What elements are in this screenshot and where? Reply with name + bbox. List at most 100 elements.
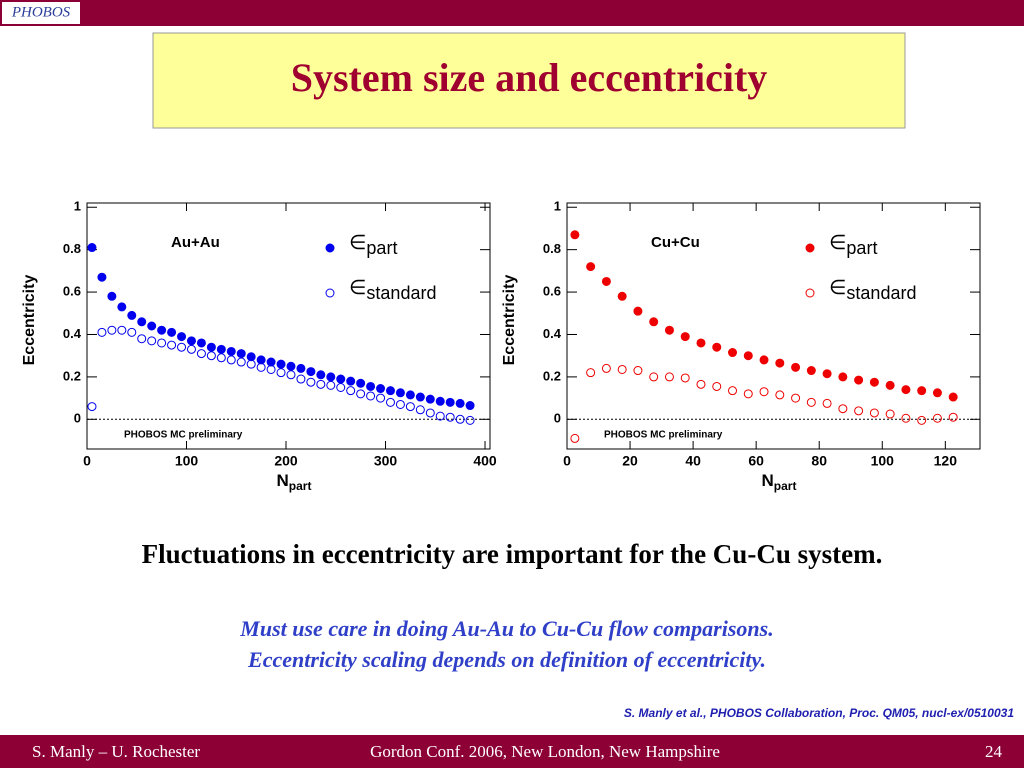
- x-tick-label: 100: [175, 453, 199, 469]
- point: [601, 276, 611, 286]
- point: [570, 433, 580, 443]
- point: [743, 389, 753, 399]
- x-tick-label: 60: [748, 453, 764, 469]
- point: [167, 340, 177, 350]
- point: [838, 404, 848, 414]
- point: [633, 306, 643, 316]
- point: [306, 367, 316, 377]
- footer-band: [0, 735, 1024, 768]
- point: [256, 355, 266, 365]
- point: [306, 377, 316, 387]
- point: [376, 384, 386, 394]
- point: [854, 406, 864, 416]
- x-tick-label: 200: [274, 453, 298, 469]
- point: [445, 412, 455, 422]
- x-tick-label: 400: [473, 453, 497, 469]
- point: [948, 392, 958, 402]
- y-tick-label: 0.8: [543, 241, 561, 256]
- x-tick-label: 0: [83, 453, 91, 469]
- point: [405, 402, 415, 412]
- footer-right: 24: [985, 742, 1003, 761]
- point: [286, 361, 296, 371]
- note: PHOBOS MC preliminary: [604, 430, 723, 441]
- y-axis-label: Eccentricity: [21, 275, 38, 366]
- point: [712, 381, 722, 391]
- point: [226, 346, 236, 356]
- legend-marker: [805, 288, 815, 298]
- statement: Fluctuations in eccentricity are importa…: [142, 539, 883, 569]
- point: [236, 357, 246, 367]
- point: [177, 332, 187, 342]
- point: [196, 338, 206, 348]
- x-tick-label: 100: [871, 453, 895, 469]
- point: [385, 386, 395, 396]
- point: [901, 385, 911, 395]
- point: [196, 349, 206, 359]
- point: [759, 355, 769, 365]
- point: [435, 396, 445, 406]
- point: [425, 408, 435, 418]
- point: [107, 325, 117, 335]
- point: [885, 380, 895, 390]
- point: [775, 358, 785, 368]
- y-tick-label: 1: [74, 199, 81, 214]
- plot-frame: [566, 202, 981, 450]
- point: [157, 325, 167, 335]
- point: [822, 398, 832, 408]
- point: [425, 394, 435, 404]
- point: [127, 310, 137, 320]
- point: [664, 325, 674, 335]
- point: [97, 272, 107, 282]
- y-tick-label: 0.4: [543, 326, 562, 341]
- annotation: Cu+Cu: [651, 234, 700, 251]
- legend-marker: [325, 243, 335, 253]
- y-tick-label: 0: [74, 411, 81, 426]
- y-tick-label: 0.6: [543, 284, 561, 299]
- title: System size and eccentricity: [291, 55, 768, 100]
- x-tick-label: 300: [374, 453, 398, 469]
- point: [326, 380, 336, 390]
- point: [869, 408, 879, 418]
- plot-frame: [86, 202, 491, 450]
- legend-label: ∈part: [829, 232, 877, 257]
- title-box: [152, 32, 906, 129]
- point: [791, 393, 801, 403]
- point: [395, 399, 405, 409]
- y-tick-label: 1: [554, 199, 561, 214]
- point: [932, 413, 942, 423]
- point: [617, 364, 627, 374]
- point: [236, 349, 246, 359]
- x-axis-label: Npart: [762, 471, 797, 493]
- point: [206, 351, 216, 361]
- point: [147, 321, 157, 331]
- point: [87, 402, 97, 412]
- point: [728, 348, 738, 358]
- point: [405, 390, 415, 400]
- point: [917, 386, 927, 396]
- point: [177, 342, 187, 352]
- point: [885, 409, 895, 419]
- logo-box: [2, 2, 80, 24]
- point: [356, 389, 366, 399]
- x-tick-label: 80: [811, 453, 827, 469]
- point: [117, 325, 127, 335]
- footer-center: Gordon Conf. 2006, New London, New Hamps…: [370, 742, 720, 761]
- point: [147, 336, 157, 346]
- y-tick-label: 0.6: [63, 284, 81, 299]
- point: [664, 372, 674, 382]
- point: [336, 383, 346, 392]
- point: [216, 344, 226, 354]
- point: [932, 388, 942, 398]
- point: [775, 390, 785, 400]
- point: [286, 370, 296, 380]
- x-tick-label: 0: [563, 453, 571, 469]
- point: [869, 377, 879, 387]
- point: [326, 372, 336, 382]
- point: [366, 381, 376, 391]
- point: [838, 372, 848, 382]
- x-axis-label: Npart: [277, 471, 312, 493]
- y-tick-label: 0.8: [63, 241, 81, 256]
- point: [226, 355, 236, 365]
- point: [316, 379, 326, 389]
- note: Must use care in doing Au-Au to Cu-Cu fl…: [239, 616, 773, 641]
